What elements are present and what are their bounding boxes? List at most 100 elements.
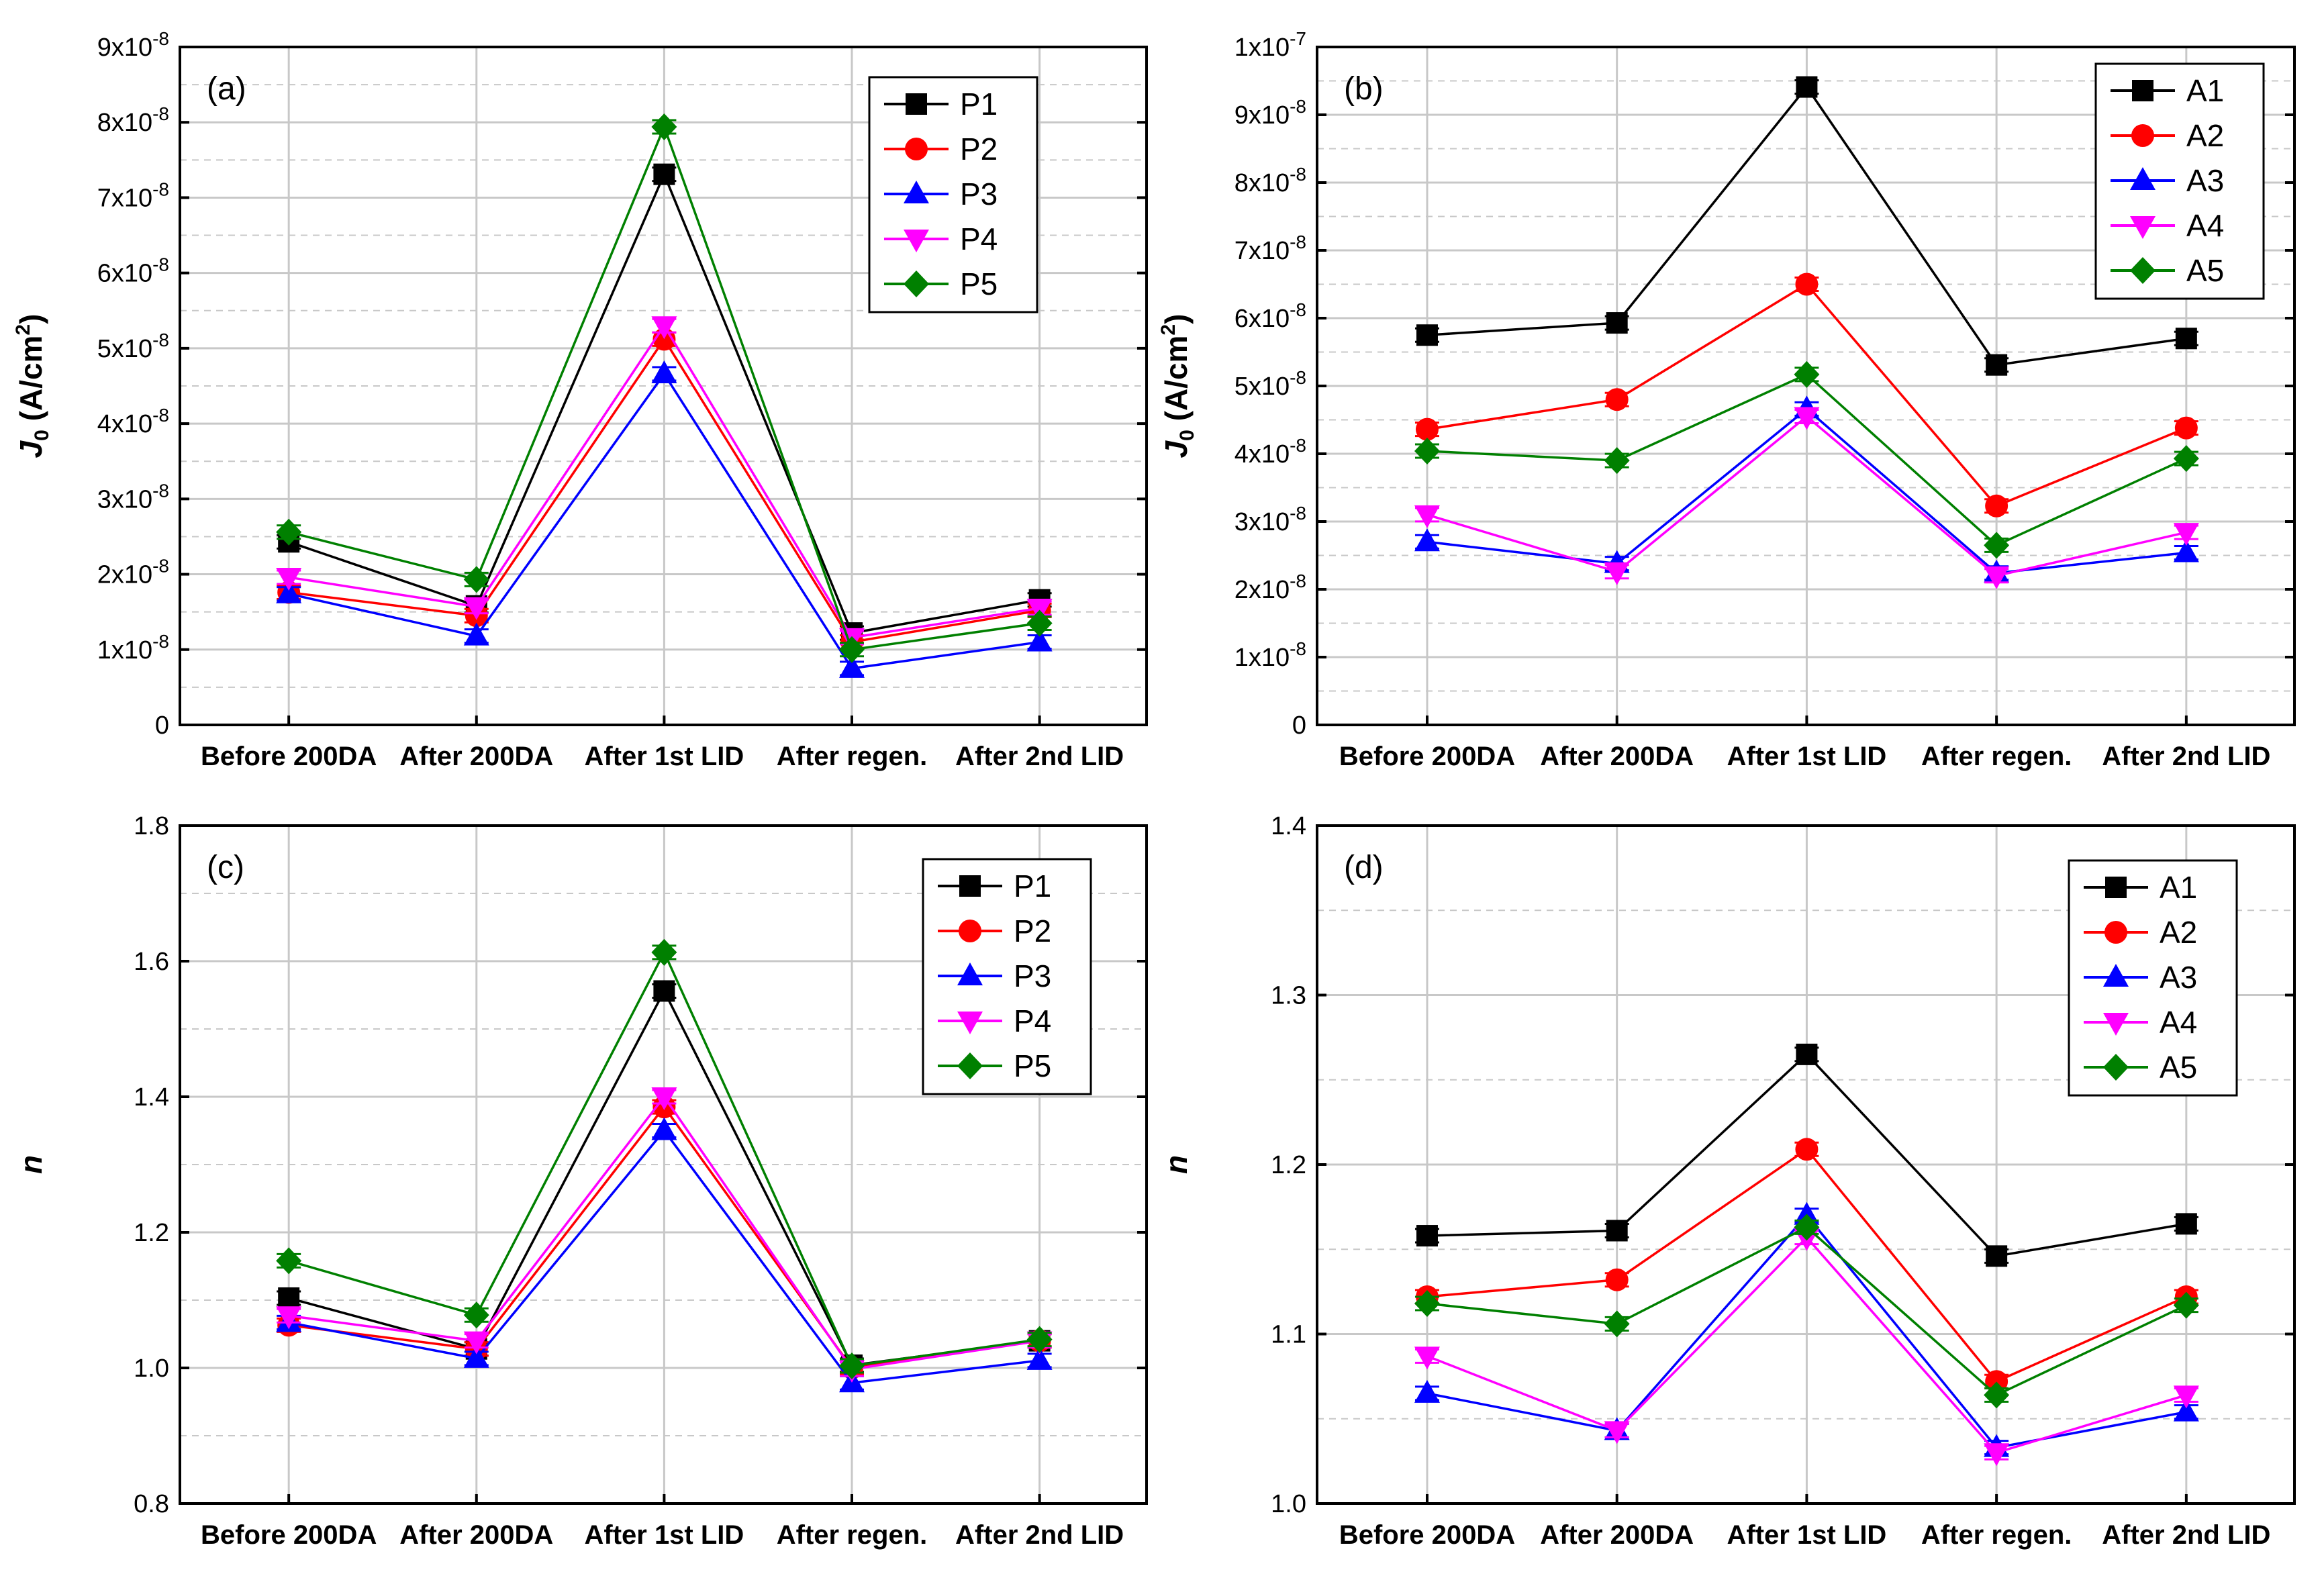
x-tick-label: After 200DA (399, 742, 553, 771)
y-tick-label: 5x10-8 (97, 330, 169, 363)
legend-marker-P3 (957, 963, 983, 985)
legend-label: A3 (2186, 163, 2224, 198)
x-tick-label: After 200DA (1540, 1520, 1694, 1550)
data-point-A5 (1794, 1214, 1820, 1241)
x-tick-label: After regen. (777, 1520, 928, 1550)
legend-marker-A3 (2103, 964, 2129, 987)
data-point-A5 (1794, 360, 1820, 388)
y-axis-title: n (13, 1155, 48, 1174)
data-point-A3 (2173, 1398, 2199, 1422)
panel-label: (a) (207, 71, 246, 107)
data-point-A5 (1984, 1381, 2010, 1409)
chart-panel-3: 1.0 1.1 1.2 1.3 1.4 Before 200DA After 200DA Af… (1159, 812, 2296, 1550)
data-point-P1 (653, 163, 675, 185)
y-tick-label: 9x10-8 (97, 28, 169, 62)
legend-marker-A2 (2131, 124, 2154, 147)
data-point-A2 (2174, 416, 2198, 440)
y-tick-label: 1.2 (1271, 1151, 1306, 1179)
y-tick-label: 1x10-8 (1234, 638, 1306, 672)
data-point-P3 (1026, 1346, 1053, 1370)
data-point-P4 (463, 1331, 489, 1355)
x-tick-label: After regen. (777, 742, 928, 771)
legend-label: A1 (2186, 73, 2224, 108)
data-point-A5 (1414, 1290, 1440, 1318)
legend-label: A2 (2160, 915, 2197, 950)
data-point-A2 (1985, 494, 2008, 518)
data-point-A4 (1604, 1421, 1630, 1444)
legend-marker-P5 (957, 1052, 983, 1079)
data-point-A3 (1414, 1379, 1440, 1403)
y-tick-label: 1.4 (134, 1083, 169, 1112)
y-tick-label: 3x10-8 (1234, 503, 1306, 536)
data-point-P5 (463, 566, 489, 593)
data-point-P5 (276, 518, 302, 546)
y-tick-label: 1x10-8 (97, 631, 169, 664)
data-point-A5 (1604, 1310, 1630, 1338)
y-tick-label: 1.3 (1271, 982, 1306, 1010)
legend-marker-P1 (906, 93, 927, 115)
x-tick-label: After 2nd LID (2102, 1520, 2270, 1550)
x-tick-label: After 200DA (399, 1520, 553, 1550)
y-tick-label: 6x10-8 (1234, 299, 1306, 333)
data-point-A4 (2173, 1385, 2199, 1409)
data-point-P4 (276, 568, 302, 591)
data-point-A1 (1796, 76, 1818, 98)
data-point-A4 (1414, 505, 1440, 528)
data-point-A3 (2173, 539, 2199, 562)
y-tick-label: 1.4 (1271, 812, 1306, 840)
x-tick-label: After 2nd LID (955, 1520, 1124, 1550)
y-tick-label: 3x10-8 (97, 480, 169, 513)
legend-label: P5 (960, 266, 998, 301)
legend-label: P4 (1014, 1003, 1051, 1038)
legend-label: A4 (2160, 1005, 2197, 1040)
y-tick-label: 8x10-8 (1234, 164, 1306, 197)
legend-label: P3 (1014, 958, 1051, 993)
legend-marker-P2 (959, 920, 981, 942)
y-tick-label: 0 (1292, 711, 1306, 740)
legend-label: P4 (960, 221, 998, 256)
y-tick-label: 7x10-8 (1234, 232, 1306, 265)
x-tick-label: After 1st LID (584, 742, 744, 771)
data-point-P5 (651, 938, 677, 966)
y-tick-label: 0.8 (134, 1490, 169, 1518)
panel-label: (d) (1344, 850, 1384, 885)
data-point-P5 (463, 1301, 489, 1329)
y-tick-label: 1.0 (134, 1355, 169, 1383)
data-point-P4 (651, 316, 677, 340)
x-tick-label: After 1st LID (1727, 742, 1887, 771)
data-point-A2 (1605, 1268, 1629, 1291)
data-point-A1 (2175, 328, 2197, 350)
data-point-A1 (1986, 1245, 2008, 1267)
data-point-A1 (2175, 1213, 2197, 1235)
x-tick-label: After regen. (1921, 1520, 2072, 1550)
chart-panel-2: 0.8 1.0 1.2 1.4 1.6 1.8 Before 200DA After 200D… (13, 812, 1148, 1550)
data-point-P3 (463, 622, 489, 646)
y-axis-title: J0 (A/cm2) (1157, 314, 1198, 458)
y-tick-label: 4x10-8 (1234, 435, 1306, 469)
y-tick-label: 8x10-8 (97, 103, 169, 137)
y-tick-label: 1.8 (134, 812, 169, 840)
data-point-P4 (276, 1306, 302, 1330)
data-point-A4 (1604, 562, 1630, 585)
y-axis-title: n (1159, 1155, 1194, 1174)
data-point-P3 (276, 580, 302, 603)
data-point-A2 (1795, 1138, 1819, 1161)
data-point-P3 (839, 654, 865, 678)
data-point-A1 (1986, 354, 2008, 376)
data-point-A2 (1605, 388, 1629, 411)
y-tick-label: 7x10-8 (97, 179, 169, 212)
data-point-A1 (1416, 1225, 1438, 1247)
y-tick-label: 6x10-8 (97, 254, 169, 288)
y-tick-label: 1x10-7 (1234, 28, 1306, 62)
data-point-A4 (2173, 523, 2199, 546)
legend-marker-P4 (957, 1012, 983, 1034)
legend-label: A5 (2160, 1050, 2197, 1085)
chart-panel-0: 0 1x10-8 2x10-8 3x10-8 4x10-8 5x10-8 6x10-8 7x1… (12, 28, 1148, 771)
data-point-A1 (1606, 1220, 1628, 1242)
x-tick-label: After 200DA (1540, 742, 1694, 771)
data-point-A2 (1415, 417, 1439, 441)
y-tick-label: 0 (155, 711, 169, 740)
legend-marker-P2 (905, 138, 928, 160)
legend-label: A2 (2186, 118, 2224, 153)
data-point-A3 (1794, 1201, 1820, 1225)
